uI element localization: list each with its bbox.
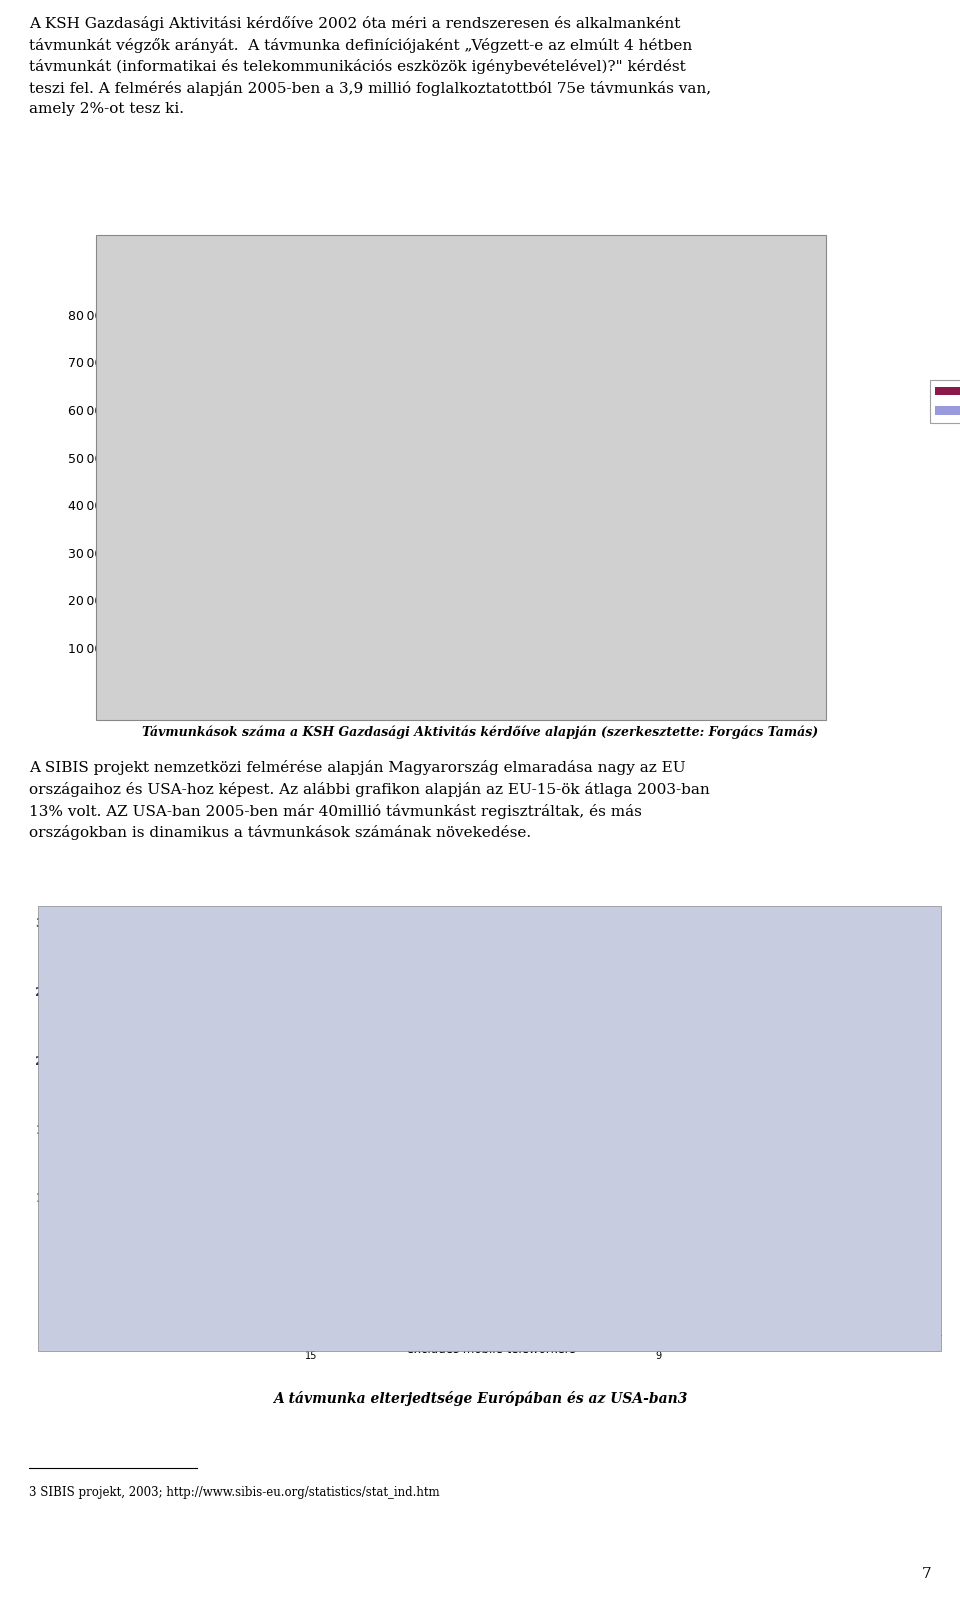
Text: A távmunka elterjedtsége Európában és az USA-ban3: A távmunka elterjedtsége Európában és az… bbox=[273, 1391, 687, 1406]
Bar bbox=[358, 1181, 380, 1335]
Bar bbox=[387, 1184, 409, 1335]
Bar bbox=[693, 338, 775, 696]
Bar bbox=[821, 1288, 843, 1335]
Text: A KSH Gazdasági Aktivitási kérdőíve 2002 óta méri a rendszeresen és alkalmanként: A KSH Gazdasági Aktivitási kérdőíve 2002… bbox=[29, 16, 711, 116]
Bar bbox=[693, 524, 775, 696]
Bar bbox=[561, 1241, 583, 1335]
Bar bbox=[328, 372, 411, 696]
Bar bbox=[147, 443, 228, 696]
Text: Távmunkások száma a KSH Gazdasági Aktivitás kérdőíve alapján (szerkesztette: For: Távmunkások száma a KSH Gazdasági Aktivi… bbox=[142, 725, 818, 739]
Bar bbox=[127, 1036, 149, 1335]
Bar bbox=[792, 1285, 814, 1335]
Bar bbox=[763, 1285, 785, 1335]
Text: * = excludes mobile teleworkers: * = excludes mobile teleworkers bbox=[384, 1343, 576, 1356]
Bar bbox=[879, 995, 900, 1335]
Bar bbox=[589, 1247, 612, 1335]
Bar bbox=[213, 1097, 235, 1335]
Bar bbox=[618, 1252, 640, 1335]
Text: A SIBIS projekt nemzetközi felmérése alapján Magyarország elmaradása nagy az EU
: A SIBIS projekt nemzetközi felmérése ala… bbox=[29, 760, 709, 840]
Bar bbox=[272, 1144, 293, 1335]
Bar bbox=[329, 1165, 351, 1335]
Bar bbox=[532, 1220, 554, 1335]
Bar bbox=[503, 1217, 524, 1335]
Legend: Alkalmanként, Rendszeresen: Alkalmanként, Rendszeresen bbox=[930, 380, 960, 422]
Bar bbox=[647, 1257, 669, 1335]
Text: 3 SIBIS projekt, 2003; http://www.sibis-eu.org/statistics/stat_ind.htm: 3 SIBIS projekt, 2003; http://www.sibis-… bbox=[29, 1485, 440, 1500]
Bar bbox=[511, 319, 593, 696]
Bar bbox=[444, 1202, 467, 1335]
Bar bbox=[156, 1039, 178, 1335]
Bar bbox=[416, 1188, 438, 1335]
Bar bbox=[850, 1306, 872, 1335]
Bar bbox=[184, 1079, 206, 1335]
Bar bbox=[706, 1267, 727, 1335]
Bar bbox=[474, 1205, 495, 1335]
Bar bbox=[328, 571, 411, 696]
Bar bbox=[98, 972, 119, 1335]
Bar bbox=[511, 519, 593, 696]
Text: 7: 7 bbox=[922, 1566, 931, 1581]
Bar bbox=[147, 675, 228, 696]
Bar bbox=[300, 1155, 322, 1335]
Bar bbox=[734, 1270, 756, 1335]
Bar bbox=[243, 1105, 264, 1335]
Bar bbox=[677, 1259, 698, 1335]
